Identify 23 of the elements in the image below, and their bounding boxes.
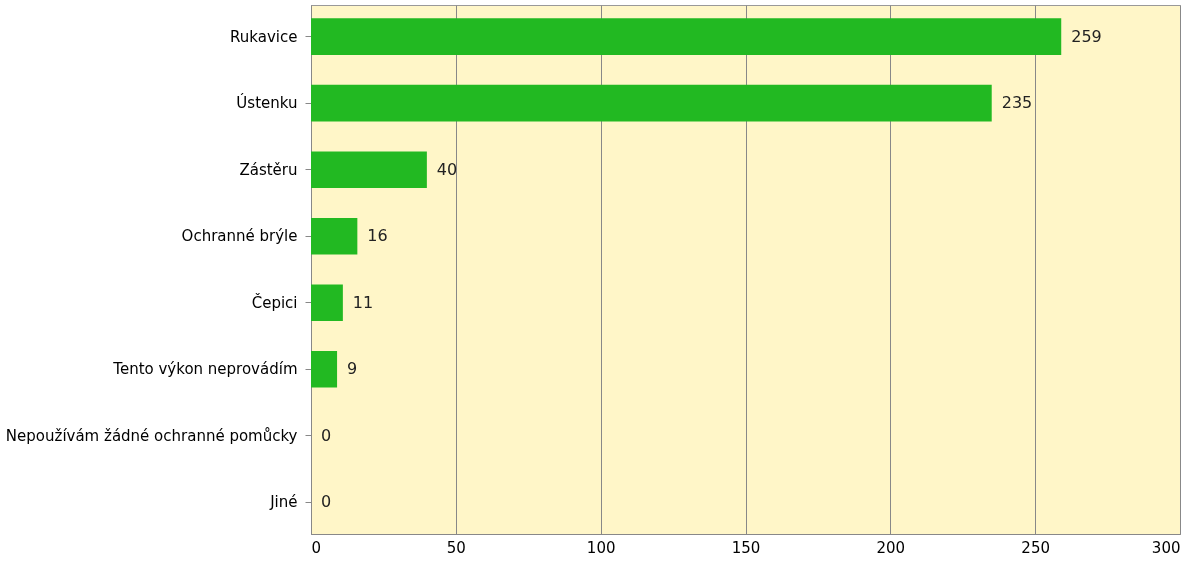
data-label: 40 [436,159,458,179]
y-tick-label: Ústenku [236,93,298,113]
data-label: 235 [1001,93,1033,113]
x-tick-label: 250 [1021,538,1050,557]
data-label: 0 [321,492,332,512]
data-label: 0 [321,425,332,445]
x-tick-label: 300 [1151,538,1181,557]
data-label: 16 [367,226,388,246]
data-label: 9 [347,359,358,379]
x-tick-label: 0 [311,538,322,557]
y-tick-label: Čepici [251,292,298,312]
x-tick-label: 100 [586,538,616,557]
y-tick-label: Tento výkon neprovádím [112,360,298,379]
y-tick-label: Zástěru [239,160,298,179]
x-tick-label: 200 [876,538,906,557]
y-tick-label: Nepoužívám žádné ochranné pomůcky [5,426,298,445]
y-tick-label: Jiné [269,493,298,512]
y-tick-label: Ochranné brýle [181,227,298,246]
data-label: 11 [352,292,374,312]
x-tick-label: 50 [446,538,466,557]
data-label: 259 [1071,26,1102,46]
y-tick-label: Rukavice [230,27,298,46]
x-tick-label: 150 [731,538,761,557]
